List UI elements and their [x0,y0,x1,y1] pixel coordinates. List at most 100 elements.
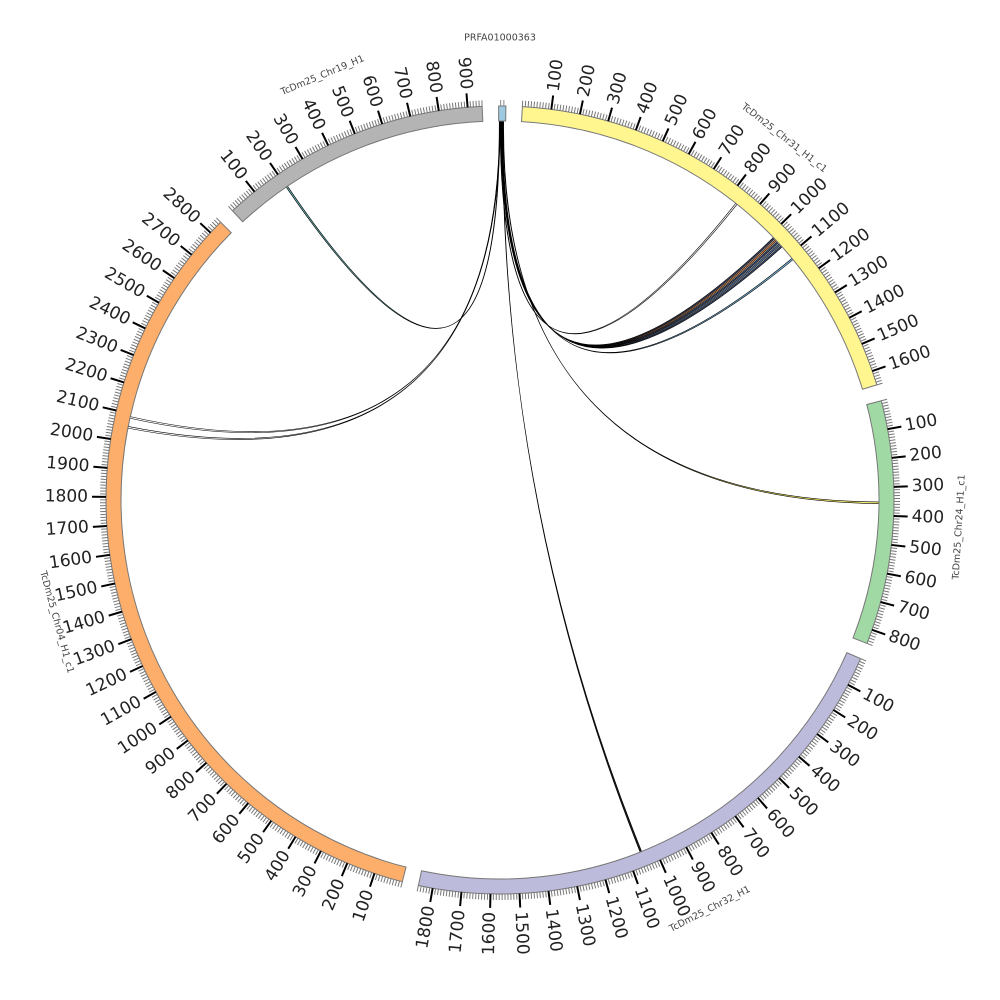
minor-tick [269,822,275,828]
minor-tick [715,165,720,171]
minor-tick [157,704,164,708]
minor-tick [180,737,187,743]
minor-tick [277,827,282,833]
minor-tick [570,106,573,113]
tick-label: 1300 [71,636,119,670]
minor-tick [385,116,389,123]
major-tick [110,377,125,384]
minor-tick [228,205,233,212]
minor-tick [328,855,332,862]
minor-tick [264,176,269,182]
minor-tick [162,284,169,289]
ideogram-chr04[interactable] [105,221,407,883]
minor-tick [744,185,749,192]
minor-tick [135,333,142,337]
minor-tick [570,887,574,894]
minor-tick [113,397,120,400]
minor-tick [102,539,109,542]
minor-tick [708,160,713,167]
minor-tick [629,871,633,878]
minor-tick [891,459,899,462]
major-tick [734,815,745,828]
minor-tick [867,640,874,644]
ideogram-chr32[interactable] [417,651,862,895]
minor-tick [837,702,844,707]
minor-tick [889,555,896,558]
minor-tick [336,859,340,866]
minor-tick [105,434,112,437]
link-chr32[interactable] [502,120,643,853]
minor-tick [559,104,562,111]
minor-tick [259,179,265,185]
tick-label: 500 [327,83,358,121]
minor-tick [807,250,814,255]
minor-tick [776,215,782,221]
minor-tick [871,365,878,369]
major-tick [712,156,723,170]
major-tick [759,192,771,205]
segment-label-chr19: TcDm25_Chr19_H1 [278,53,366,98]
minor-tick [117,613,124,617]
minor-tick [826,276,833,281]
minor-tick [648,864,653,871]
minor-tick [759,795,765,801]
link-chr31[interactable] [501,120,781,348]
minor-tick [184,252,191,258]
minor-tick [890,445,897,447]
major-tick [269,162,279,176]
ideogram-chr19[interactable] [231,105,484,223]
minor-tick [886,576,893,579]
major-tick [847,683,861,693]
minor-tick [602,880,605,887]
minor-tick [885,578,892,582]
major-tick [891,455,906,459]
minor-tick [457,891,460,898]
minor-tick [306,149,311,156]
minor-tick [840,697,847,701]
tick-label: 800 [886,626,923,656]
minor-tick [436,889,439,896]
minor-tick [884,413,891,416]
minor-tick [796,758,802,764]
tick-label: 800 [740,139,776,177]
minor-tick [685,147,690,154]
minor-tick [174,267,180,272]
minor-tick [778,217,784,223]
ideogram-chr31[interactable] [521,106,878,390]
tick-label: 1900 [45,453,90,476]
major-tick [108,610,123,617]
minor-tick [167,718,173,723]
minor-tick [262,177,267,184]
tick-label: 500 [785,784,822,821]
minor-tick [449,103,451,110]
link-chr31[interactable] [501,120,783,349]
minor-tick [190,749,196,754]
minor-tick [881,401,888,405]
minor-tick [866,352,872,356]
minor-tick [428,887,431,894]
minor-tick [741,184,747,190]
tick-label: 500 [661,91,693,129]
tick-label: 100 [544,58,568,93]
minor-tick [428,106,431,113]
minor-tick [678,851,682,857]
ideogram-chr24[interactable] [852,400,895,645]
minor-tick [562,105,565,112]
minor-tick [383,876,387,883]
minor-tick [806,248,812,253]
link-chr31[interactable] [501,120,779,348]
minor-tick [297,839,301,846]
minor-tick [366,871,370,878]
link-chr31[interactable] [500,120,777,347]
ideogram-prfa[interactable] [498,105,507,122]
minor-tick [323,853,327,860]
minor-tick [201,232,207,238]
tick-label: 100 [903,410,939,436]
minor-tick [884,584,891,587]
minor-tick [782,773,788,779]
minor-tick [111,594,118,597]
tick-label: 200 [909,443,943,466]
minor-tick [846,686,853,691]
minor-tick [289,835,294,841]
minor-tick [445,890,448,897]
